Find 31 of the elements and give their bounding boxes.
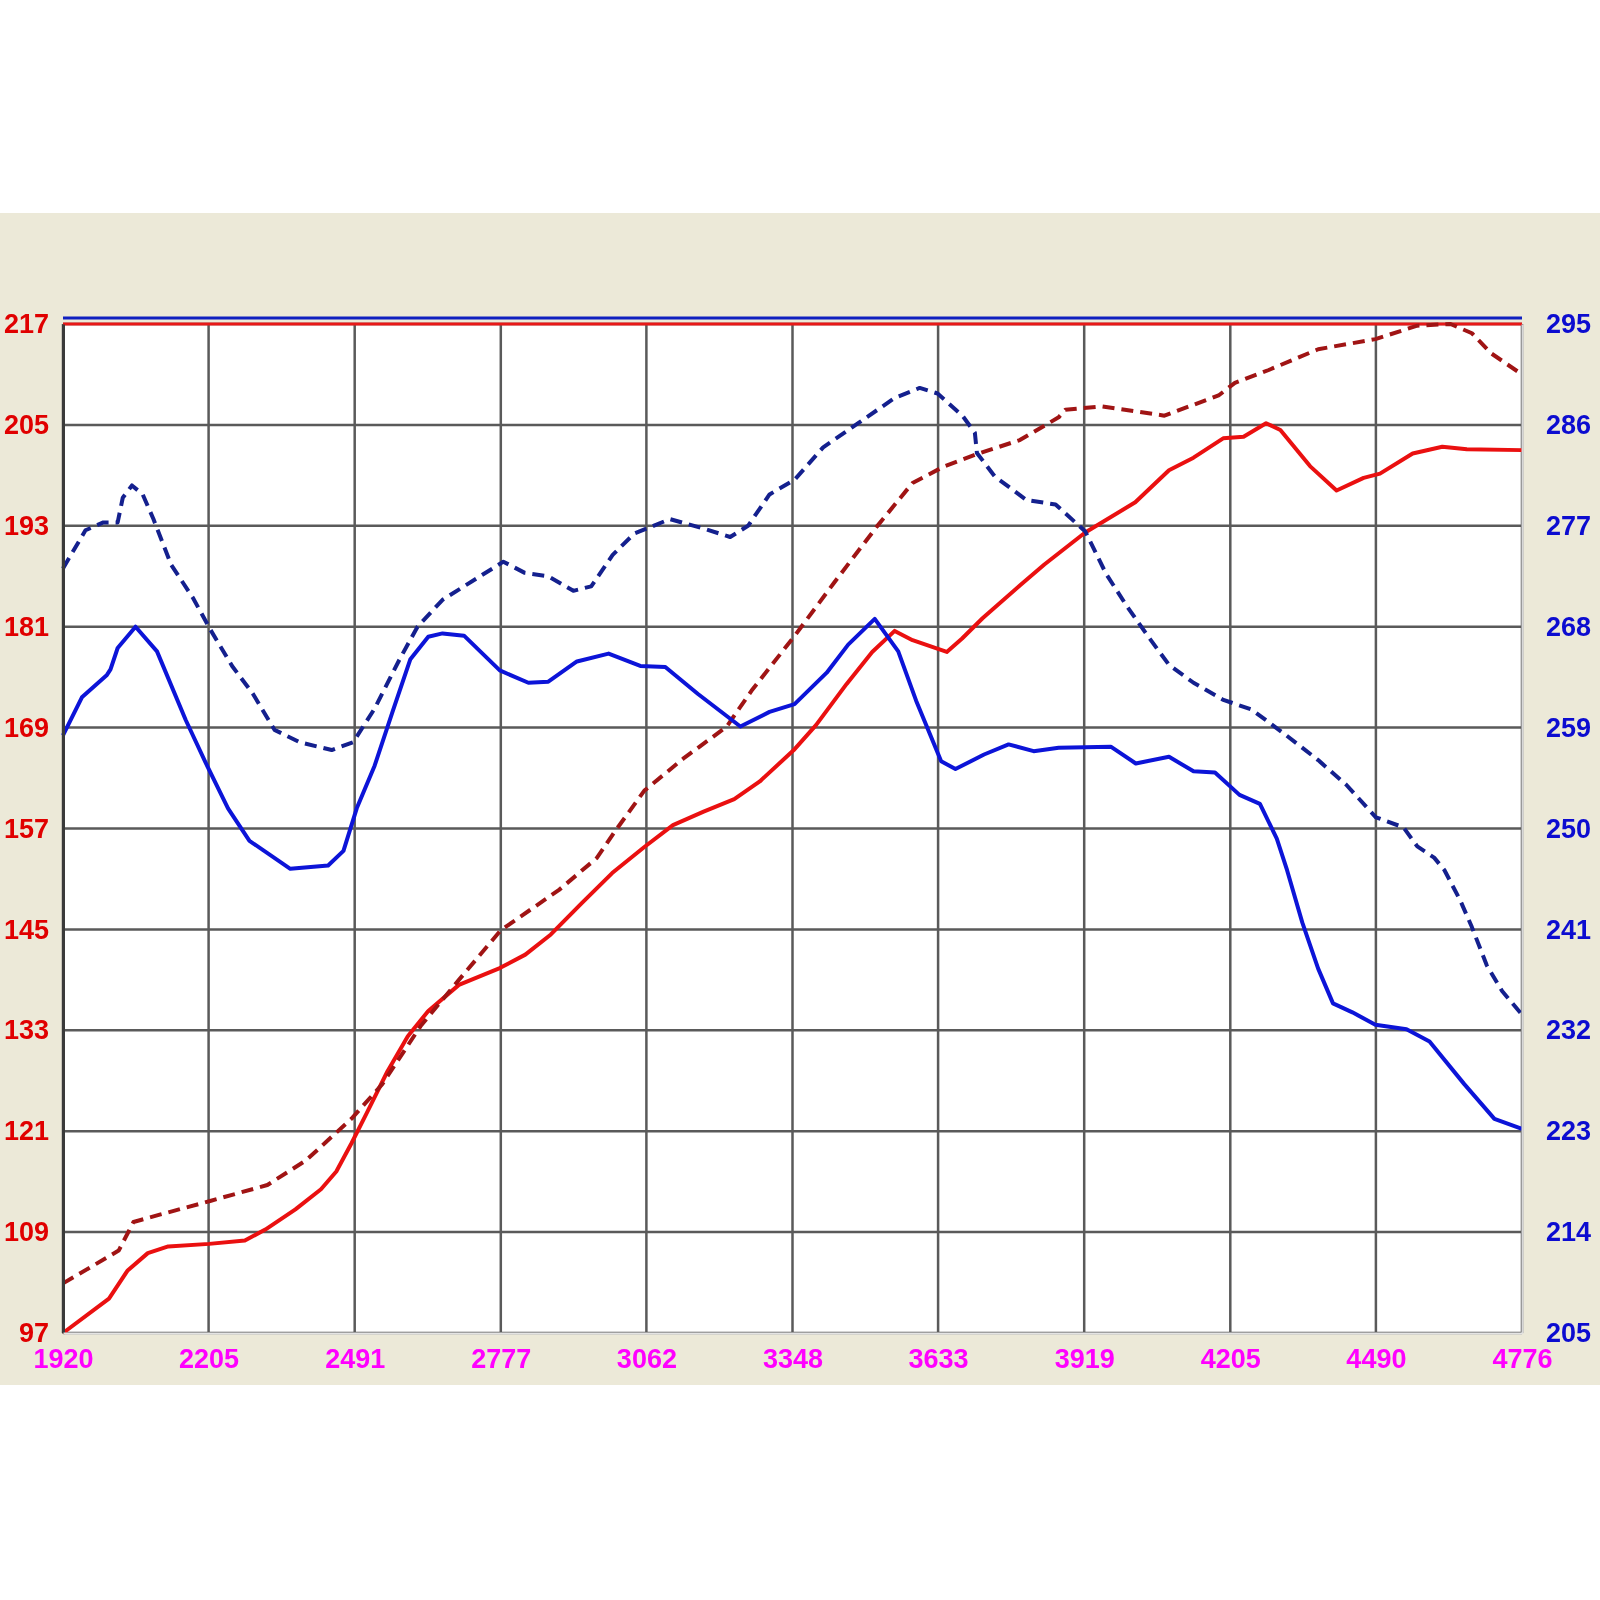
x-tick-label: 4490 [1346, 1344, 1407, 1375]
y2-tick-label: 268 [1546, 611, 1592, 642]
y-tick-label: 181 [3, 611, 49, 642]
y-tick-label: 193 [3, 510, 49, 541]
y-tick-label: 205 [3, 410, 49, 441]
y-tick-label: 133 [3, 1015, 49, 1046]
y-tick-label: 145 [3, 914, 49, 945]
y-tick-label: 121 [3, 1116, 49, 1147]
x-tick-label: 3348 [762, 1344, 824, 1375]
x-tick-label: 2777 [471, 1344, 532, 1375]
y2-tick-label: 250 [1546, 813, 1592, 844]
y2-tick-label: 232 [1546, 1015, 1592, 1046]
x-tick-label: 2491 [325, 1344, 386, 1375]
y2-tick-label: 277 [1546, 510, 1592, 541]
y2-tick-label: 295 [1546, 309, 1592, 340]
y2-tick-label: 286 [1546, 410, 1592, 441]
y2-tick-label: 259 [1546, 712, 1592, 743]
y2-tick-label: 241 [1546, 914, 1592, 945]
y-tick-label: 109 [3, 1217, 49, 1248]
x-tick-label: 3633 [908, 1344, 969, 1375]
x-tick-label: 4205 [1200, 1344, 1261, 1375]
y-tick-label: 217 [3, 309, 49, 340]
y-tick-label: 157 [3, 813, 49, 844]
x-tick-label: 3919 [1054, 1344, 1115, 1375]
x-tick-label: 2205 [179, 1344, 240, 1375]
y-tick-label: 169 [3, 712, 49, 743]
y2-tick-label: 223 [1546, 1116, 1592, 1147]
line-series [61, 616, 1524, 1131]
x-tick-label: 3062 [616, 1344, 677, 1375]
y2-tick-label: 214 [1546, 1217, 1592, 1248]
line-series [61, 385, 1524, 1017]
